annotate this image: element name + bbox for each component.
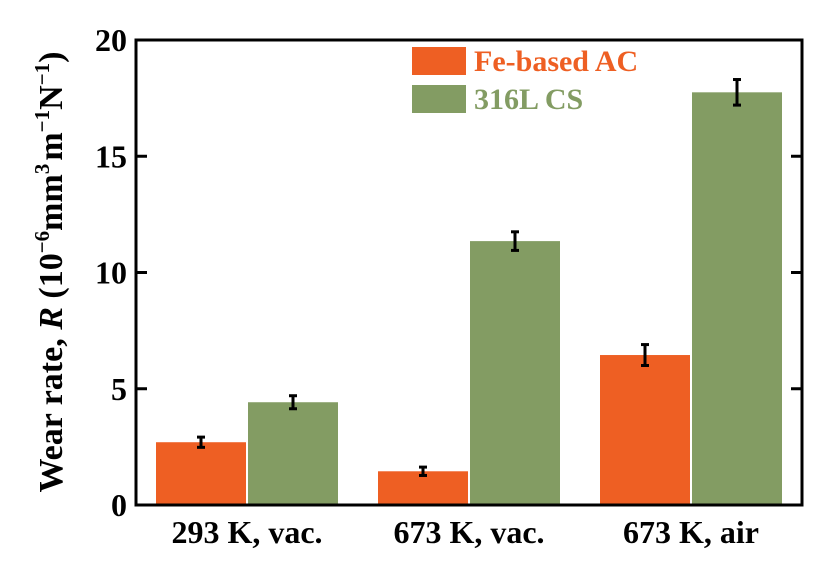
- y-axis-title-prefix: Wear rate,: [33, 330, 70, 493]
- plot-frame: [134, 38, 804, 507]
- y-axis-title-unit-n: N: [33, 85, 70, 110]
- y-axis-title-exp-2: 3: [30, 164, 54, 175]
- y-axis-title-unit-open: (10: [33, 253, 70, 307]
- y-axis-title-exp-4: −1: [30, 63, 54, 85]
- y-axis-title-unit-mm: mm: [33, 174, 70, 231]
- y-tick-label: 10: [95, 255, 127, 291]
- x-tick-label: 673 K, vac.: [393, 514, 544, 550]
- x-tick-label: 293 K, vac.: [171, 514, 322, 550]
- plot-area: 293 K, vac. 673 K, vac. 673 K, air 0 5 10 15 20…: [95, 22, 804, 550]
- y-tick-label: 0: [111, 487, 127, 523]
- bar-316l-cs-2: [470, 241, 560, 506]
- legend-label-316l-cs: 316L CS: [474, 83, 583, 116]
- bar-316l-cs-1: [248, 402, 338, 505]
- bar-316l-cs-3: [692, 92, 782, 505]
- y-axis-title-unit-close: ): [33, 52, 70, 63]
- legend-swatch-316l-cs: [412, 85, 466, 113]
- y-axis-title-exp-1: −6: [30, 231, 54, 253]
- x-tick-label: 673 K, air: [623, 514, 759, 550]
- y-axis-title-variable: R: [33, 307, 70, 331]
- legend-swatch-fe-based-ac: [412, 47, 466, 75]
- y-tick-label: 5: [111, 371, 127, 407]
- y-axis-title-unit-m: m: [33, 132, 70, 160]
- y-axis-title-exp-3: −1: [30, 110, 54, 132]
- bar-fe-based-ac-1: [156, 442, 246, 505]
- legend-label-fe-based-ac: Fe-based AC: [474, 45, 638, 78]
- y-tick-label: 15: [95, 138, 127, 174]
- bar-fe-based-ac-3: [600, 355, 690, 505]
- y-tick-label: 20: [95, 22, 127, 58]
- y-axis-title: Wear rate, R (10−6mm3m−1N−1): [30, 52, 70, 493]
